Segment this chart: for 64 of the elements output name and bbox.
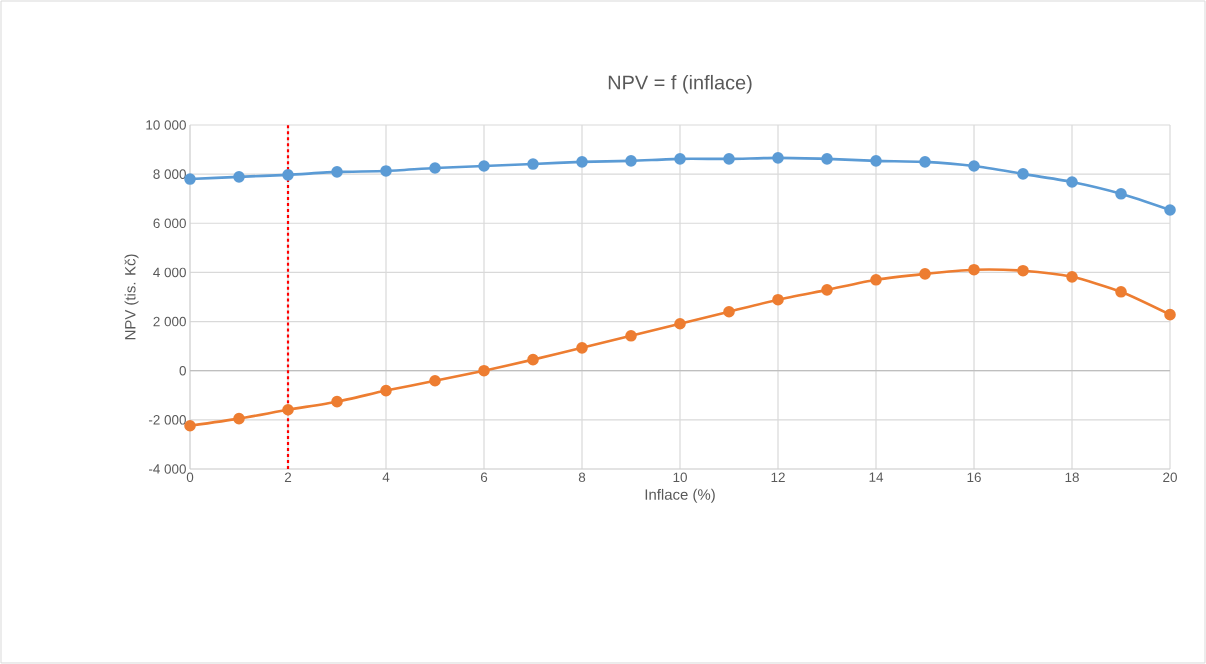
x-tick-label: 14 <box>869 472 884 482</box>
point <box>968 263 980 276</box>
point <box>331 395 343 408</box>
point <box>478 364 490 377</box>
point <box>233 412 245 425</box>
point <box>478 160 490 172</box>
x-axis-title: Inflace (%) <box>645 488 715 503</box>
point <box>1115 187 1127 200</box>
point <box>184 419 196 432</box>
x-tick-label: 18 <box>1065 472 1079 483</box>
point <box>576 156 588 168</box>
point <box>576 342 588 354</box>
x-tick-label: 8 <box>578 472 586 483</box>
y-tick-label: 2 000 <box>153 316 186 327</box>
x-tick-label: 6 <box>480 472 488 483</box>
point <box>331 166 343 178</box>
x-tick-label: 0 <box>186 472 194 483</box>
point <box>772 293 784 306</box>
point <box>821 284 833 296</box>
x-tick-label: 4 <box>382 472 390 482</box>
y-tick-label: 8 000 <box>153 169 186 179</box>
y-tick-label: 10 000 <box>146 120 186 130</box>
point <box>919 268 931 280</box>
y-tick-label: -2 000 <box>148 415 186 425</box>
point <box>429 374 441 387</box>
point <box>1017 264 1029 277</box>
y-tick-label: 6 000 <box>153 218 186 229</box>
point <box>919 156 931 168</box>
point <box>380 165 392 177</box>
x-tick-label: 12 <box>771 472 785 482</box>
x-tick-label: 16 <box>967 472 981 483</box>
y-tick-label: -4 000 <box>148 464 186 474</box>
point <box>282 169 294 181</box>
point <box>674 153 686 165</box>
point <box>233 171 245 183</box>
point <box>968 160 980 172</box>
point <box>870 273 882 286</box>
point <box>674 317 686 330</box>
y-tick-label: 0 <box>179 365 186 376</box>
point <box>870 155 882 167</box>
chart-title: NPV = f (inflace) <box>608 74 752 94</box>
point <box>184 173 196 185</box>
x-tick-label: 20 <box>1163 472 1177 483</box>
point <box>282 403 294 416</box>
point <box>1066 271 1078 283</box>
point <box>723 153 735 165</box>
point <box>723 305 735 318</box>
point <box>527 353 539 366</box>
point <box>1164 308 1176 321</box>
point <box>1017 168 1029 180</box>
y-tick-label: 4 000 <box>153 267 186 278</box>
point <box>1066 176 1078 188</box>
y-axis-title: NPV (tis. Kč) <box>124 254 139 340</box>
x-tick-label: 10 <box>673 472 687 483</box>
point <box>625 155 637 167</box>
x-tick-label: 2 <box>284 472 292 482</box>
point <box>625 330 637 342</box>
point <box>821 153 833 165</box>
point <box>772 152 784 164</box>
point <box>527 158 539 170</box>
point <box>429 162 441 174</box>
point <box>1164 204 1176 216</box>
point <box>1115 286 1127 298</box>
point <box>380 384 392 397</box>
